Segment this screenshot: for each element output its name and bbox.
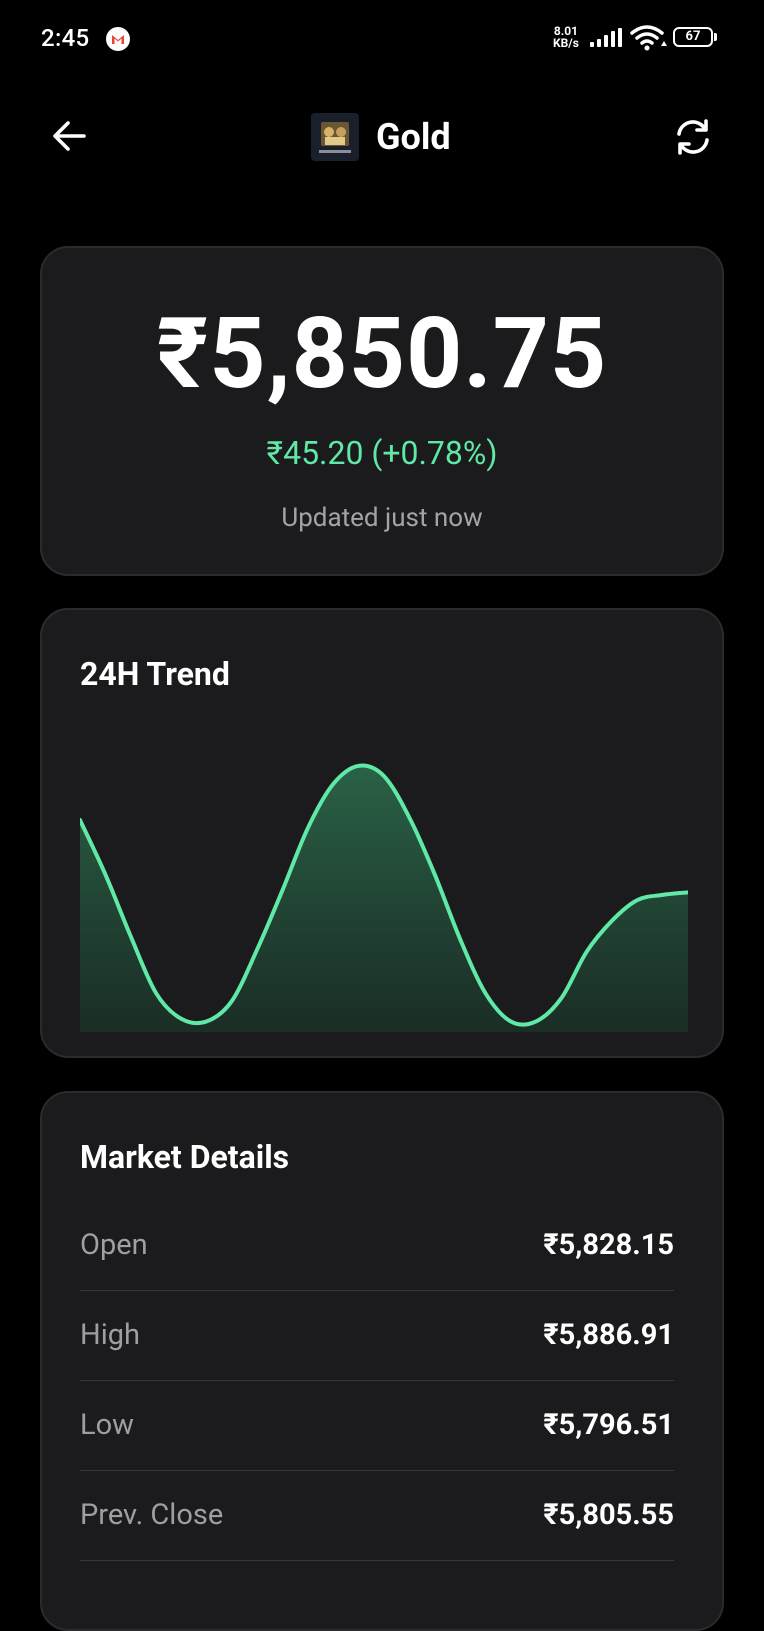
battery-level: 67: [673, 27, 713, 47]
trend-line: [80, 763, 688, 1027]
arrow-left-icon[interactable]: [50, 116, 90, 156]
detail-value: ₹5,886.91: [543, 1318, 674, 1352]
detail-value: ₹5,796.51: [543, 1408, 674, 1442]
detail-row-open: Open ₹5,828.15: [80, 1201, 674, 1291]
trend-chart: [80, 763, 688, 1032]
detail-label: Prev. Close: [80, 1498, 224, 1532]
wifi-icon: [630, 25, 667, 51]
market-details-title: Market Details: [80, 1138, 290, 1176]
price-change: ₹45.20 (+0.78%): [266, 434, 498, 472]
market-details-card: Market Details Open ₹5,828.15 High ₹5,88…: [40, 1091, 724, 1631]
gold-asset-logo: [311, 113, 359, 161]
trend-card: 24H Trend: [40, 608, 724, 1058]
network-speed: 8.01 KB/s: [553, 24, 579, 50]
trend-area-fill: [80, 765, 688, 1032]
detail-value: ₹5,828.15: [543, 1228, 674, 1262]
battery-tip: [714, 33, 717, 41]
detail-row-high: High ₹5,886.91: [80, 1291, 674, 1381]
trend-title: 24H Trend: [80, 655, 230, 693]
detail-row-prev-close: Prev. Close ₹5,805.55: [80, 1471, 674, 1561]
detail-row-low: Low ₹5,796.51: [80, 1381, 674, 1471]
refresh-icon[interactable]: [672, 116, 714, 158]
updated-status: Updated just now: [281, 503, 483, 533]
gmail-notification-icon: [106, 27, 130, 51]
gold-logo-image: [311, 113, 359, 161]
detail-label: Low: [80, 1408, 134, 1442]
cellular-signal-icon: [590, 28, 622, 47]
detail-label: Open: [80, 1228, 148, 1262]
status-bar: 2:45 8.01 KB/s 67: [0, 0, 764, 78]
price-card: ₹5,850.75 ₹45.20 (+0.78%) Updated just n…: [40, 246, 724, 576]
detail-value: ₹5,805.55: [543, 1498, 674, 1532]
battery-icon: 67: [673, 27, 717, 49]
current-price: ₹5,850.75: [156, 296, 608, 411]
page-title: Gold: [376, 116, 451, 158]
detail-label: High: [80, 1318, 140, 1352]
status-time: 2:45: [41, 24, 90, 52]
